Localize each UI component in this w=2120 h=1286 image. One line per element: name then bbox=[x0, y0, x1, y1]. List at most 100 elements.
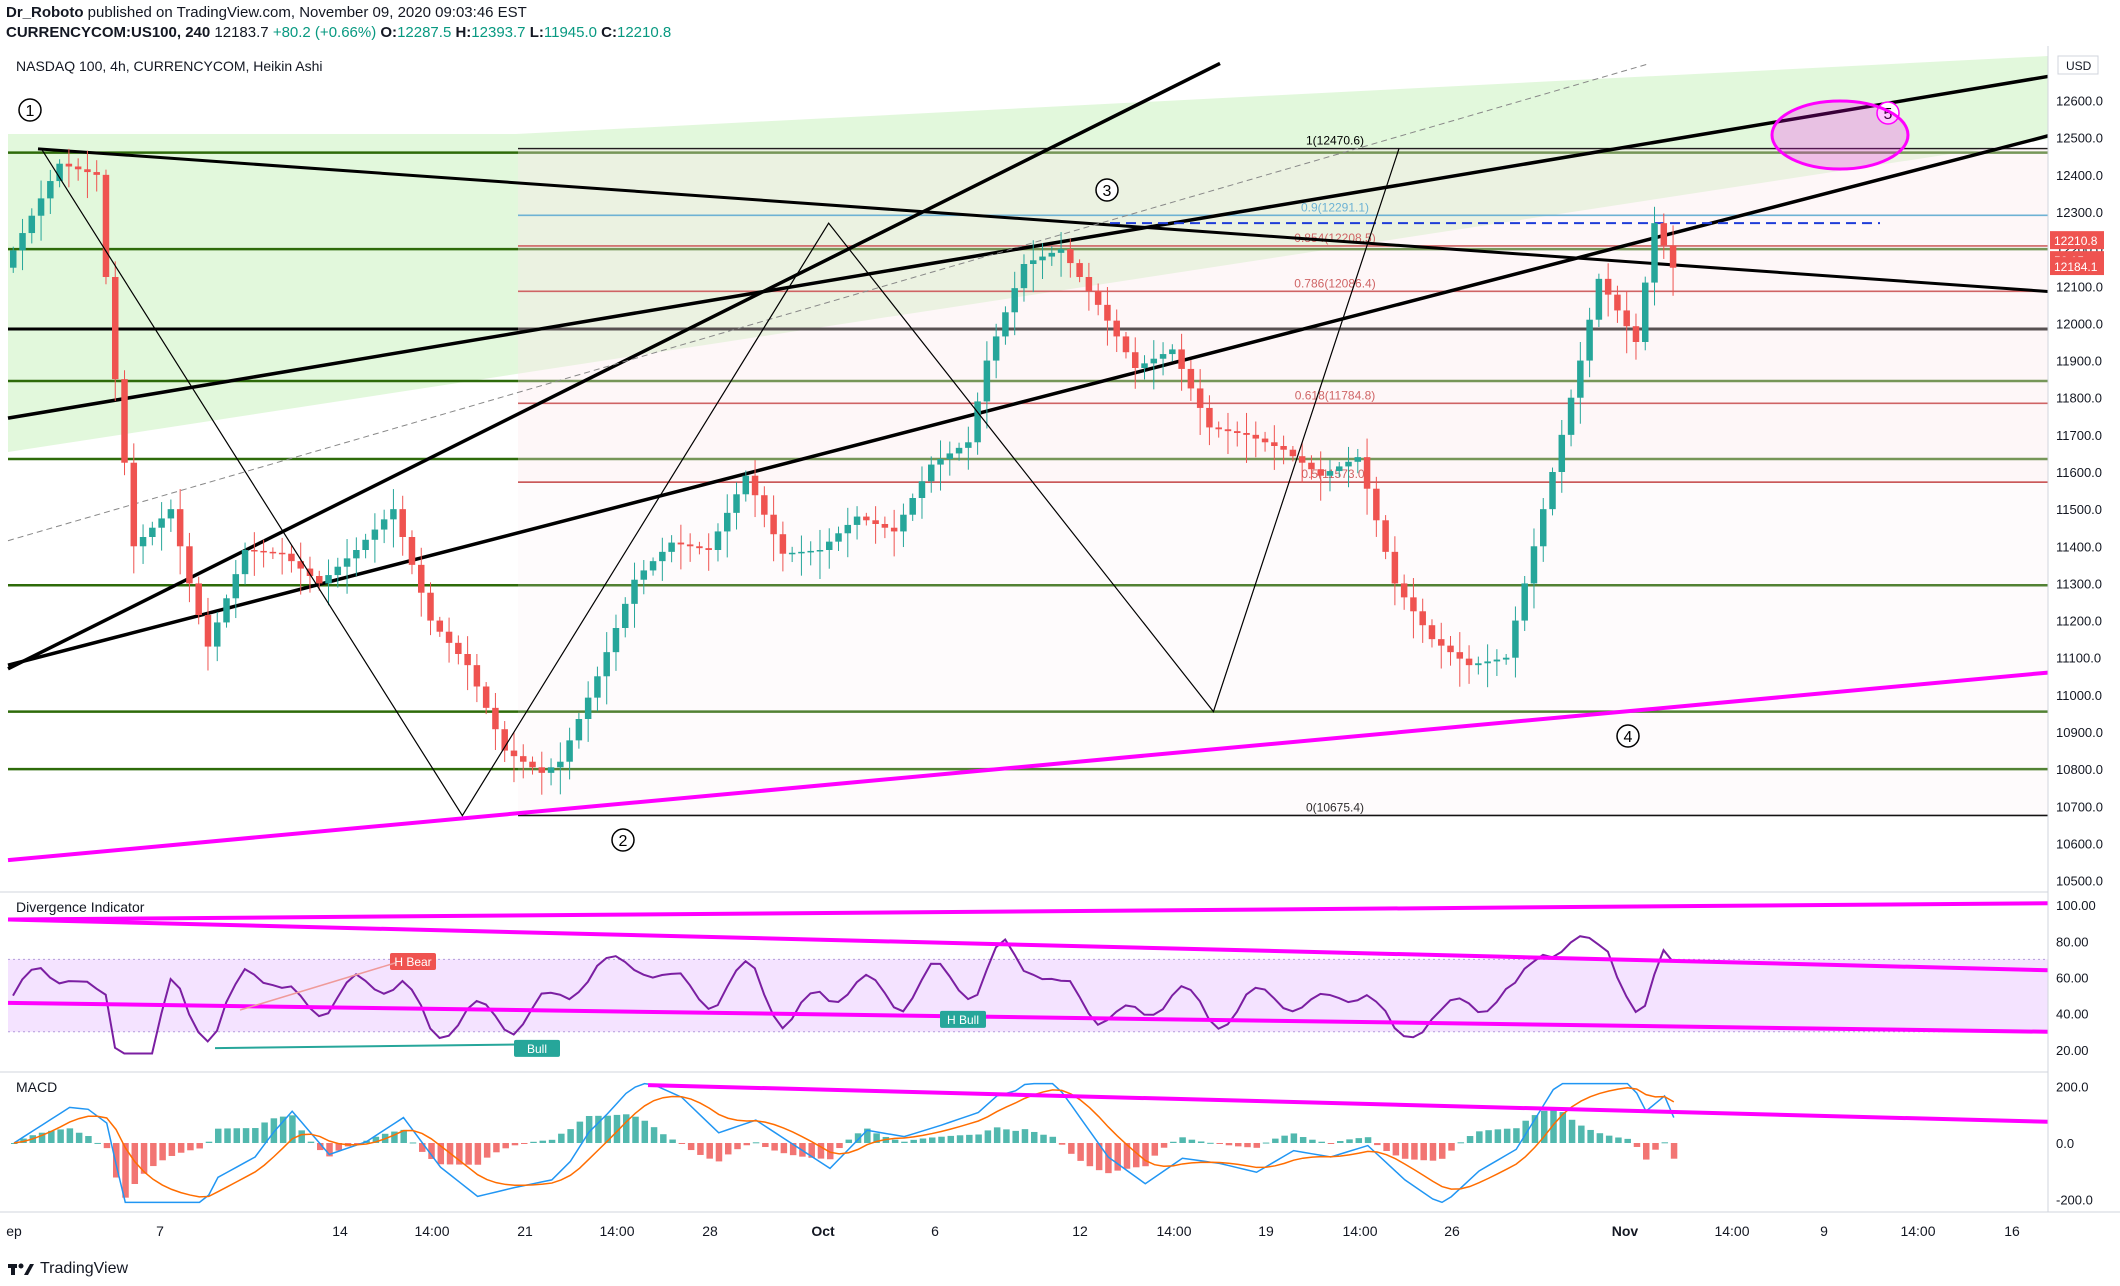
candle-body[interactable] bbox=[19, 233, 26, 251]
macd-histogram-bar[interactable] bbox=[511, 1143, 519, 1146]
candle-body[interactable] bbox=[529, 761, 536, 768]
wave-label-circle[interactable] bbox=[18, 98, 42, 122]
macd-histogram-bar[interactable] bbox=[1578, 1125, 1585, 1143]
macd-histogram-bar[interactable] bbox=[1003, 1129, 1010, 1143]
macd-histogram-bar[interactable] bbox=[159, 1143, 166, 1161]
macd-histogram-bar[interactable] bbox=[530, 1141, 537, 1143]
macd-histogram-bar[interactable] bbox=[567, 1129, 574, 1143]
candle-body[interactable] bbox=[1030, 260, 1037, 264]
macd-histogram-bar[interactable] bbox=[762, 1143, 769, 1148]
wave-label-circle[interactable] bbox=[611, 828, 635, 852]
candle-body[interactable] bbox=[1530, 546, 1538, 584]
candle-body[interactable] bbox=[1039, 256, 1046, 261]
candle-body[interactable] bbox=[974, 401, 981, 443]
macd-histogram-bar[interactable] bbox=[335, 1143, 343, 1151]
candle-body[interactable] bbox=[195, 583, 202, 615]
candle-body[interactable] bbox=[232, 574, 240, 599]
candle-body[interactable] bbox=[863, 516, 870, 521]
macd-histogram-bar[interactable] bbox=[836, 1143, 843, 1149]
candle-body[interactable] bbox=[1011, 288, 1018, 313]
candle-body[interactable] bbox=[501, 729, 508, 751]
macd-histogram-bar[interactable] bbox=[409, 1142, 417, 1144]
candle-body[interactable] bbox=[742, 475, 750, 495]
candle-body[interactable] bbox=[1410, 597, 1417, 612]
macd-histogram-bar[interactable] bbox=[122, 1143, 129, 1198]
macd-histogram-bar[interactable] bbox=[1290, 1133, 1298, 1143]
macd-histogram-bar[interactable] bbox=[242, 1128, 250, 1143]
channel-upper-trendline[interactable] bbox=[7, 61, 1221, 671]
macd-histogram-bar[interactable] bbox=[595, 1115, 602, 1143]
macd-histogram-bar[interactable] bbox=[1522, 1120, 1529, 1143]
candle-body[interactable] bbox=[1363, 457, 1371, 489]
macd-histogram-bar[interactable] bbox=[975, 1134, 982, 1143]
macd-histogram-bar[interactable] bbox=[103, 1143, 111, 1149]
chart-canvas[interactable]: 1(12470.6)0.9(12291.1)0.854(12208.5)0.78… bbox=[0, 46, 2120, 1254]
macd-histogram-bar[interactable] bbox=[1661, 1142, 1669, 1144]
candle-body[interactable] bbox=[649, 561, 657, 571]
magenta-support-line[interactable] bbox=[7, 670, 2049, 863]
macd-histogram-bar[interactable] bbox=[947, 1135, 955, 1143]
candle-body[interactable] bbox=[418, 564, 425, 593]
candle-body[interactable] bbox=[1651, 223, 1658, 283]
candle-body[interactable] bbox=[167, 509, 175, 519]
candle-body[interactable] bbox=[547, 767, 555, 773]
macd-histogram-bar[interactable] bbox=[641, 1120, 649, 1143]
candle-body[interactable] bbox=[1558, 434, 1566, 472]
macd-histogram-bar[interactable] bbox=[270, 1118, 278, 1143]
macd-histogram-bar[interactable] bbox=[1633, 1143, 1641, 1147]
macd-histogram-bar[interactable] bbox=[613, 1114, 621, 1143]
candle-body[interactable] bbox=[1428, 625, 1436, 640]
candle-body[interactable] bbox=[1187, 368, 1195, 389]
candle-body[interactable] bbox=[1567, 397, 1575, 435]
candle-body[interactable] bbox=[594, 676, 601, 698]
candle-body[interactable] bbox=[306, 568, 314, 576]
macd-histogram-bar[interactable] bbox=[1068, 1143, 1075, 1154]
macd-histogram-bar[interactable] bbox=[1587, 1129, 1594, 1143]
channel-trendline-long[interactable] bbox=[7, 74, 2049, 420]
candle-body[interactable] bbox=[788, 552, 796, 555]
candle-body[interactable] bbox=[93, 172, 100, 175]
macd-histogram-bar[interactable] bbox=[1615, 1137, 1622, 1143]
candle-body[interactable] bbox=[353, 550, 360, 559]
macd-histogram-bar[interactable] bbox=[465, 1143, 472, 1165]
macd-histogram-bar[interactable] bbox=[1541, 1110, 1548, 1143]
macd-histogram-bar[interactable] bbox=[771, 1143, 778, 1151]
candle-body[interactable] bbox=[278, 552, 286, 555]
macd-histogram-bar[interactable] bbox=[205, 1141, 213, 1143]
descending-trendline[interactable] bbox=[37, 147, 2049, 293]
candle-body[interactable] bbox=[1354, 457, 1362, 462]
candle-body[interactable] bbox=[37, 198, 45, 216]
macd-histogram-bar[interactable] bbox=[437, 1143, 445, 1165]
macd-histogram-bar[interactable] bbox=[1503, 1128, 1511, 1143]
candle-body[interactable] bbox=[761, 495, 768, 515]
candle-body[interactable] bbox=[1623, 310, 1630, 327]
macd-histogram-bar[interactable] bbox=[864, 1128, 871, 1143]
candle-body[interactable] bbox=[186, 546, 193, 584]
candle-body[interactable] bbox=[909, 498, 916, 515]
candle-body[interactable] bbox=[992, 336, 1000, 361]
rsi-lower-trendline[interactable] bbox=[7, 1000, 2049, 1034]
divergence-badge[interactable] bbox=[390, 952, 436, 970]
candle-body[interactable] bbox=[1085, 277, 1093, 291]
macd-histogram-bar[interactable] bbox=[1123, 1143, 1131, 1169]
macd-histogram-bar[interactable] bbox=[177, 1143, 185, 1153]
macd-histogram-bar[interactable] bbox=[94, 1142, 101, 1144]
macd-histogram-bar[interactable] bbox=[845, 1139, 853, 1143]
candle-body[interactable] bbox=[1336, 466, 1343, 472]
candle-body[interactable] bbox=[1326, 471, 1334, 476]
candle-body[interactable] bbox=[436, 620, 444, 632]
macd-histogram-bar[interactable] bbox=[1383, 1143, 1390, 1152]
macd-histogram-bar[interactable] bbox=[48, 1130, 55, 1143]
candle-body[interactable] bbox=[807, 550, 814, 553]
macd-histogram-bar[interactable] bbox=[966, 1134, 973, 1143]
candle-body[interactable] bbox=[955, 447, 963, 454]
macd-histogram-bar[interactable] bbox=[1244, 1143, 1251, 1148]
candle-body[interactable] bbox=[1206, 407, 1213, 428]
macd-histogram-bar[interactable] bbox=[317, 1143, 324, 1151]
candle-body[interactable] bbox=[482, 686, 490, 708]
macd-histogram-bar[interactable] bbox=[1114, 1143, 1121, 1171]
candle-body[interactable] bbox=[455, 642, 462, 654]
candle-body[interactable] bbox=[204, 615, 212, 647]
macd-histogram-bar[interactable] bbox=[743, 1143, 751, 1146]
price-axis-badge[interactable] bbox=[2050, 231, 2104, 250]
